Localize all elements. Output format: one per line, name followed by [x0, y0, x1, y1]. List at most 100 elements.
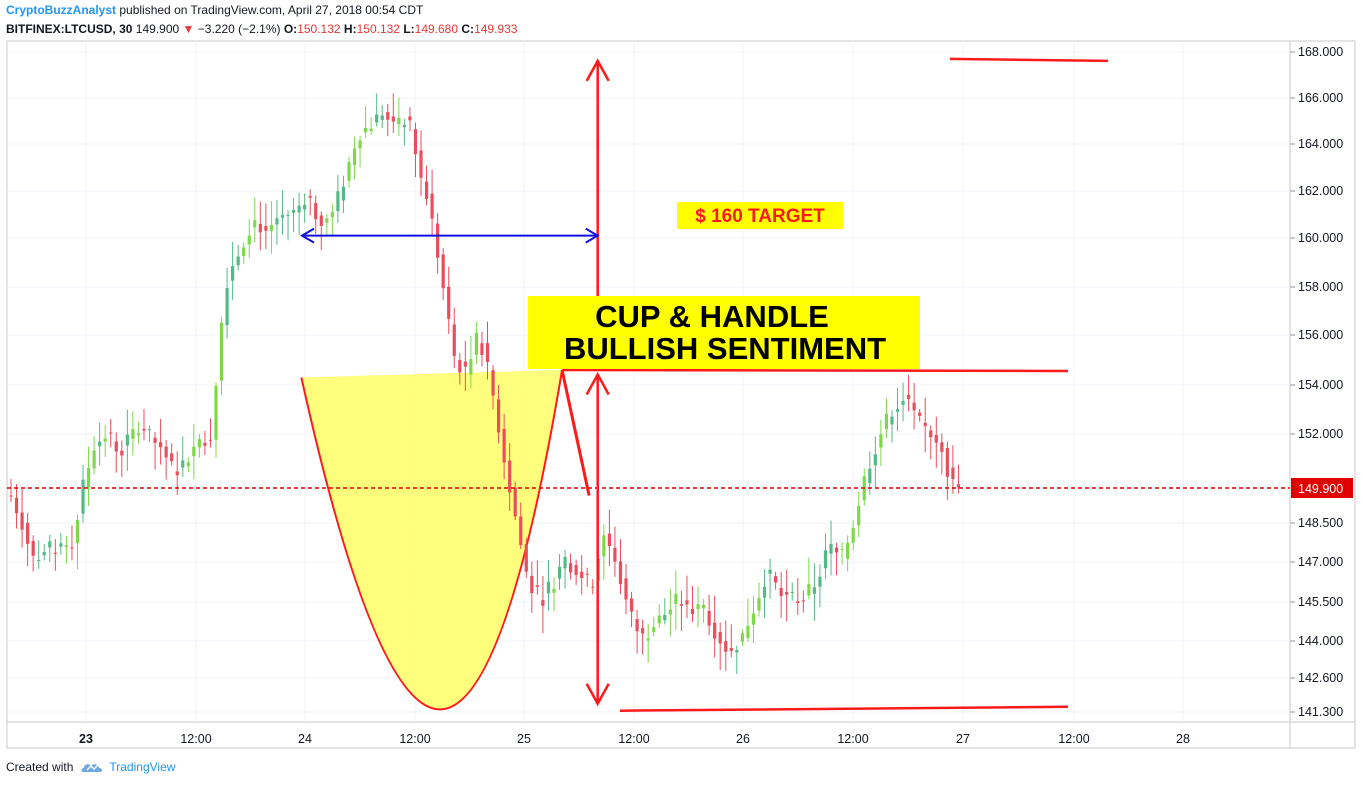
- candle-down: [386, 103, 390, 137]
- candle-body: [181, 460, 185, 468]
- symbol-label[interactable]: BITFINEX:LTCUSD, 30: [6, 22, 133, 36]
- candle-body: [347, 162, 351, 181]
- candle-up: [790, 582, 794, 601]
- candle-body: [114, 441, 118, 452]
- price-change: −3.220 (−2.1%): [197, 22, 281, 36]
- candle-body: [330, 211, 334, 218]
- candle-up: [851, 520, 855, 551]
- upper-measure-arrow-head-up: [585, 58, 610, 82]
- candle-body: [557, 566, 562, 579]
- time-tick-label: 12:00: [1058, 732, 1089, 746]
- candle-body: [31, 540, 35, 556]
- candle-body: [713, 622, 717, 639]
- candle-down: [264, 203, 268, 249]
- candle-down: [918, 408, 922, 422]
- candle-down: [591, 579, 595, 595]
- candle-down: [319, 211, 323, 251]
- candle-down: [940, 433, 944, 475]
- candle-up: [402, 118, 406, 146]
- candle-down: [934, 416, 938, 468]
- price-tick-label: 158.000: [1298, 280, 1343, 294]
- candle-body: [413, 129, 418, 155]
- candle-down: [424, 165, 429, 206]
- candle-up: [474, 321, 479, 365]
- candle-down: [906, 375, 911, 412]
- candle-up: [818, 564, 822, 608]
- candle-body: [641, 628, 645, 634]
- candle-down: [796, 578, 800, 615]
- candle-up: [846, 535, 850, 572]
- candle-body: [602, 535, 606, 557]
- candle-body: [945, 448, 949, 477]
- price-tick-label: 154.000: [1298, 378, 1343, 392]
- price-axis: 168.000 166.000 164.000 162.000 160.000 158.0…: [1290, 45, 1343, 719]
- candle-body: [668, 609, 672, 615]
- price-tick-label: 166.000: [1298, 91, 1343, 105]
- candle-down: [774, 571, 778, 590]
- candle-body: [674, 593, 678, 604]
- time-tick-label: 23: [79, 732, 93, 746]
- candle-body: [424, 181, 429, 199]
- candle-up: [347, 156, 351, 188]
- candle-body: [86, 467, 91, 488]
- author-link[interactable]: CryptoBuzzAnalyst: [6, 3, 117, 17]
- candle-body: [319, 215, 323, 226]
- candle-up: [247, 219, 251, 258]
- candle-body: [436, 223, 440, 258]
- candle-down: [541, 575, 545, 633]
- candle-up: [397, 97, 401, 137]
- candle-down: [9, 478, 13, 503]
- candle-body: [131, 429, 135, 439]
- time-tick-label: 12:00: [399, 732, 430, 746]
- candle-body: [253, 220, 257, 228]
- tradingview-link[interactable]: TradingView: [109, 760, 176, 774]
- candle-up: [701, 598, 706, 623]
- candle-body: [879, 434, 883, 448]
- candle-body: [197, 439, 201, 448]
- candle-up: [352, 136, 357, 180]
- time-tick-label: 25: [517, 732, 531, 746]
- candle-body: [419, 150, 423, 178]
- candle-up: [895, 387, 900, 432]
- candle-down: [153, 431, 157, 470]
- candle-up: [884, 398, 889, 439]
- candle-down: [624, 563, 628, 615]
- candle-body: [624, 578, 628, 600]
- candle-body: [746, 625, 750, 638]
- candle-up: [98, 422, 102, 466]
- candle-body: [884, 413, 889, 430]
- candle-down: [164, 439, 168, 480]
- candle-body: [491, 370, 495, 396]
- candle-down: [580, 555, 584, 595]
- candle-down: [801, 590, 805, 613]
- publish-text: published on TradingView.com, April 27, …: [119, 3, 424, 17]
- candle-body: [757, 597, 761, 611]
- candle-up: [696, 586, 700, 627]
- candle-down: [690, 586, 695, 622]
- candle-up: [657, 604, 661, 628]
- candle-body: [929, 430, 933, 438]
- candle-up: [768, 558, 772, 599]
- candle-up: [225, 267, 229, 339]
- candle-body: [192, 446, 196, 457]
- candle-down: [729, 624, 733, 658]
- candle-body: [918, 412, 922, 416]
- candle-body: [391, 116, 395, 122]
- candle-body: [868, 468, 872, 484]
- candle-body: [286, 215, 290, 217]
- target-label-bg: [677, 202, 843, 229]
- candle-body: [9, 495, 13, 497]
- candle-up: [751, 596, 756, 643]
- candle-down: [929, 425, 933, 460]
- candle-down: [502, 413, 506, 480]
- candle-up: [92, 436, 96, 475]
- time-tick-label: 12:00: [618, 732, 649, 746]
- candle-body: [812, 587, 817, 594]
- candle-body: [890, 416, 894, 425]
- candle-up: [746, 598, 750, 643]
- candle-body: [153, 437, 157, 443]
- candle-up: [81, 464, 85, 523]
- candle-body: [341, 186, 346, 201]
- candle-body: [707, 611, 711, 626]
